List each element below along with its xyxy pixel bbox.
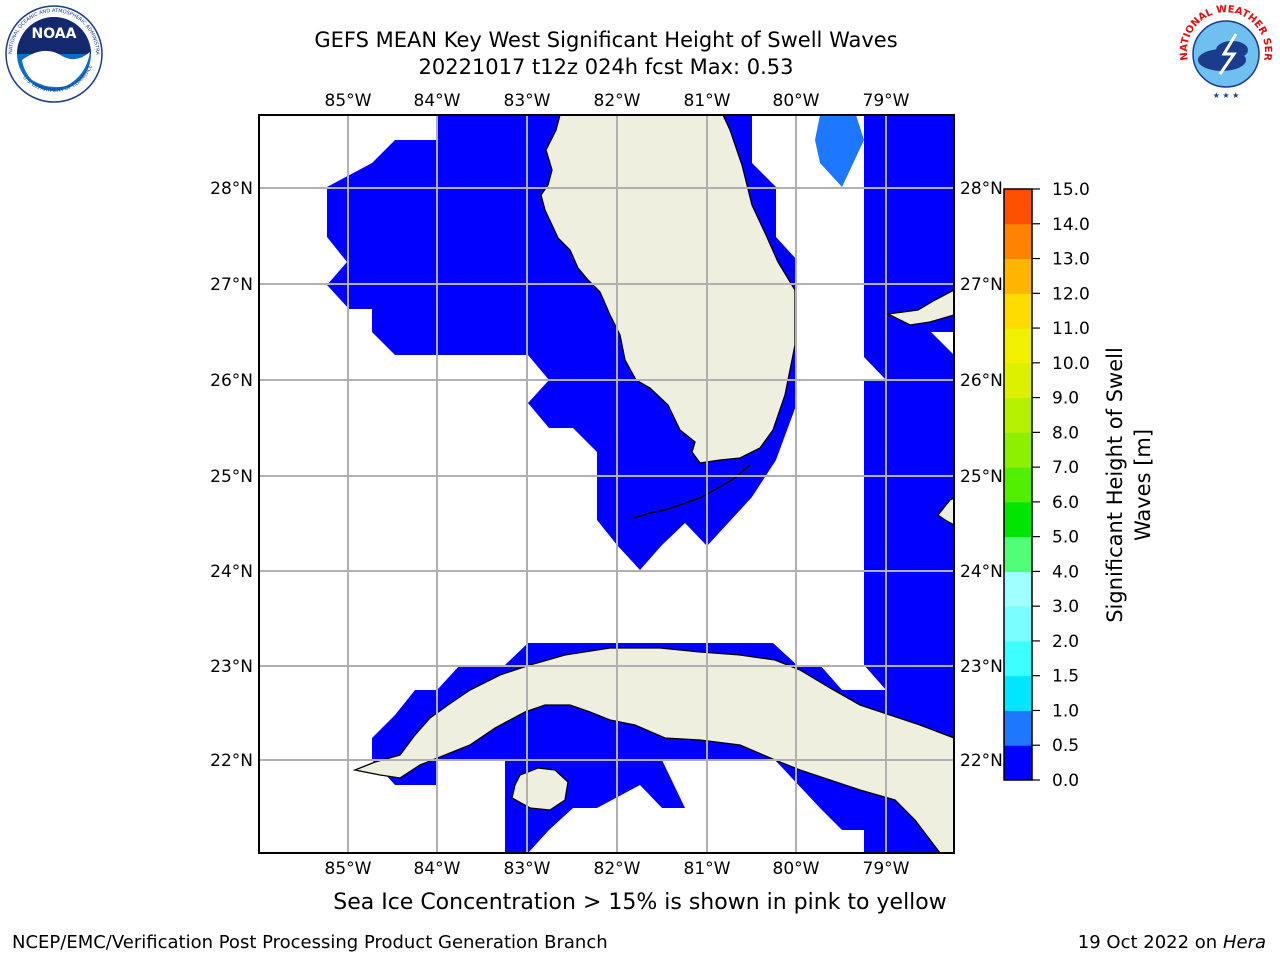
chart-subtitle: 20221017 t12z 024h fcst Max: 0.53 — [418, 55, 794, 79]
colorbar-bin — [1004, 536, 1032, 572]
lat-label: 22°N — [210, 751, 253, 771]
graticule — [259, 115, 954, 853]
colorbar-bin — [1004, 432, 1032, 468]
lon-label: 83°W — [504, 859, 551, 879]
colorbar-bin — [1004, 467, 1032, 503]
colorbar-tick-label: 6.0 — [1052, 493, 1079, 513]
nws-logo: NATIONAL WEATHER SERVICE ★ ★ ★ — [1176, 4, 1274, 102]
lat-label: 22°N — [960, 751, 1003, 771]
lat-label: 25°N — [960, 467, 1003, 487]
colorbar-tick-label: 13.0 — [1052, 250, 1090, 270]
chart-title: GEFS MEAN Key West Significant Height of… — [314, 28, 898, 52]
colorbar-bin — [1004, 501, 1032, 538]
noaa-logo: NOAA NATIONAL OCEANIC AND ATMOSPHERIC AD… — [4, 4, 103, 103]
colorbar-tick-label: 7.0 — [1052, 458, 1079, 478]
footer-branch: NCEP/EMC/Verification Post Processing Pr… — [12, 932, 608, 953]
colorbar-bin — [1004, 710, 1032, 746]
colorbar-tick-label: 10.0 — [1052, 354, 1090, 374]
colorbar-title-line1: Significant Height of Swell — [1103, 347, 1127, 623]
svg-text:★ ★ ★: ★ ★ ★ — [1213, 91, 1240, 100]
colorbar-tick-label: 9.0 — [1052, 389, 1079, 409]
lon-label: 85°W — [325, 91, 372, 111]
noaa-logo-text: NOAA — [32, 26, 77, 42]
colorbar-tick-label: 8.0 — [1052, 423, 1079, 443]
colorbar-bin — [1004, 640, 1032, 677]
colorbar-tick-label: 0.5 — [1052, 736, 1079, 756]
lon-label: 83°W — [504, 91, 551, 111]
caption-sea-ice: Sea Ice Concentration > 15% is shown in … — [333, 890, 947, 915]
map-frame — [258, 114, 955, 854]
lon-label: 79°W — [863, 859, 910, 879]
colorbar-bin — [1004, 362, 1032, 399]
lon-label: 81°W — [684, 91, 731, 111]
lon-label: 80°W — [773, 859, 820, 879]
land-bahamas-north — [885, 289, 954, 326]
colorbar-tick-label: 14.0 — [1052, 215, 1090, 235]
colorbar-tick-label: 1.0 — [1052, 701, 1079, 721]
lat-label: 28°N — [960, 179, 1003, 199]
lon-label: 79°W — [863, 91, 910, 111]
colorbar-tick-label: 4.0 — [1052, 562, 1079, 582]
lat-labels-right: 28°N 27°N 26°N 25°N 24°N 23°N 22°N — [960, 179, 1003, 771]
colorbar-bin — [1004, 745, 1032, 781]
footer-host: Hera — [1222, 932, 1266, 953]
lon-labels-top: 85°W 84°W 83°W 82°W 81°W 80°W 79°W — [325, 91, 910, 111]
ocean-swell-patch — [815, 115, 864, 187]
lat-label: 26°N — [960, 371, 1003, 391]
lat-label: 23°N — [960, 657, 1003, 677]
colorbar-bin — [1004, 571, 1032, 607]
colorbar-bin — [1004, 675, 1032, 711]
lat-labels-left: 28°N 27°N 26°N 25°N 24°N 23°N 22°N — [210, 179, 253, 771]
colorbar-bin — [1004, 258, 1032, 294]
colorbar-tick-label: 12.0 — [1052, 284, 1090, 304]
lat-label: 24°N — [210, 562, 253, 582]
lat-label: 23°N — [210, 657, 253, 677]
colorbar-bin — [1004, 328, 1032, 364]
lon-label: 80°W — [773, 91, 820, 111]
land-cuba — [352, 647, 954, 853]
footer-date: 19 Oct 2022 on Hera — [1078, 932, 1266, 953]
colorbar-tick-label: 3.0 — [1052, 597, 1079, 617]
colorbar-title: Significant Height of Swell Waves [m] — [1103, 347, 1155, 623]
colorbar-frame — [1003, 188, 1033, 781]
lat-label: 26°N — [210, 371, 253, 391]
lon-label: 82°W — [594, 859, 641, 879]
lat-label: 27°N — [960, 275, 1003, 295]
colorbar-tick-label: 1.5 — [1052, 667, 1079, 687]
colorbar-ticks: 0.0 0.5 1.0 1.5 2.0 3.0 4.0 5.0 6.0 7.0 8.0 9.0 10.0… — [1032, 180, 1090, 791]
colorbar-tick-label: 0.0 — [1052, 771, 1079, 791]
colorbar-title-line2: Waves [m] — [1131, 429, 1155, 541]
land-florida — [540, 115, 796, 464]
lon-label: 84°W — [414, 91, 461, 111]
colorbar-bin — [1004, 189, 1032, 225]
lon-label: 84°W — [414, 859, 461, 879]
colorbar-tick-label: 2.0 — [1052, 632, 1079, 652]
lat-label: 24°N — [960, 562, 1003, 582]
colorbar-tick-label: 15.0 — [1052, 180, 1090, 200]
colorbar-tick-label: 5.0 — [1052, 528, 1079, 548]
land-bahamas-south — [937, 497, 954, 526]
florida-keys — [633, 464, 751, 519]
lat-label: 25°N — [210, 467, 253, 487]
footer-date-text: 19 Oct 2022 on — [1077, 932, 1218, 953]
lon-label: 81°W — [684, 859, 731, 879]
lon-label: 85°W — [325, 859, 372, 879]
lon-label: 82°W — [594, 91, 641, 111]
colorbar-tick-label: 11.0 — [1052, 319, 1090, 339]
colorbar-bin — [1004, 223, 1032, 260]
lon-labels-bottom: 85°W 84°W 83°W 82°W 81°W 80°W 79°W — [325, 859, 910, 879]
lat-label: 27°N — [210, 275, 253, 295]
colorbar — [1003, 188, 1033, 781]
colorbar-bin — [1004, 606, 1032, 642]
lat-label: 28°N — [210, 179, 253, 199]
colorbar-bin — [1004, 397, 1032, 433]
colorbar-bin — [1004, 293, 1032, 329]
